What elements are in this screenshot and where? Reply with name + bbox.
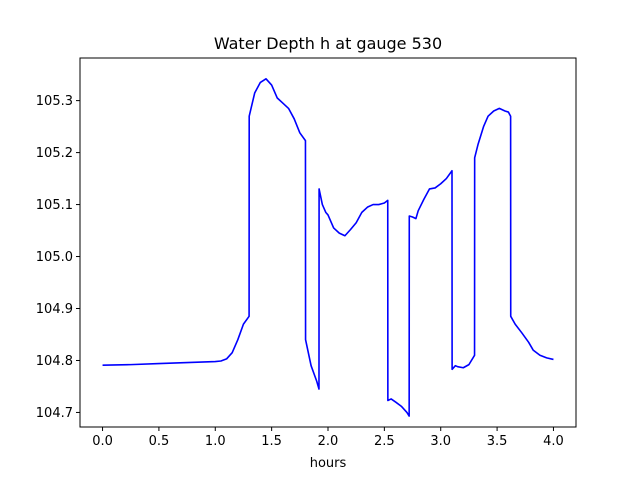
- x-axis-ticks: 0.0 0.5 1.0 1.5 2.0 2.5 3.0 3.5 4.0: [92, 427, 564, 449]
- x-tick-label: 0.5: [149, 434, 170, 449]
- y-tick-label: 104.8: [36, 354, 73, 369]
- x-tick-label: 4.0: [543, 434, 564, 449]
- x-tick-label: 1.0: [205, 434, 226, 449]
- axes-frame: [79, 57, 577, 428]
- x-tick-label: 0.0: [92, 434, 113, 449]
- x-axis-title: hours: [310, 456, 347, 471]
- y-tick-label: 105.3: [36, 94, 73, 109]
- y-tick-label: 104.7: [36, 406, 73, 421]
- x-tick-label: 3.0: [430, 434, 451, 449]
- plot-area: [102, 77, 554, 417]
- y-tick-label: 105.2: [36, 146, 73, 161]
- x-tick-label: 2.0: [318, 434, 339, 449]
- y-tick-label: 105.0: [36, 250, 73, 265]
- chart-title: Water Depth h at gauge 530: [214, 34, 442, 53]
- y-tick-label: 104.9: [36, 302, 73, 317]
- y-axis-ticks: 104.7 104.8 104.9 105.0 105.1 105.2 105.3: [36, 94, 80, 421]
- x-tick-label: 3.5: [487, 434, 508, 449]
- y-tick-label: 105.1: [36, 198, 73, 213]
- series-line-0: [102, 77, 554, 417]
- x-tick-label: 1.5: [261, 434, 282, 449]
- x-tick-label: 2.5: [374, 434, 395, 449]
